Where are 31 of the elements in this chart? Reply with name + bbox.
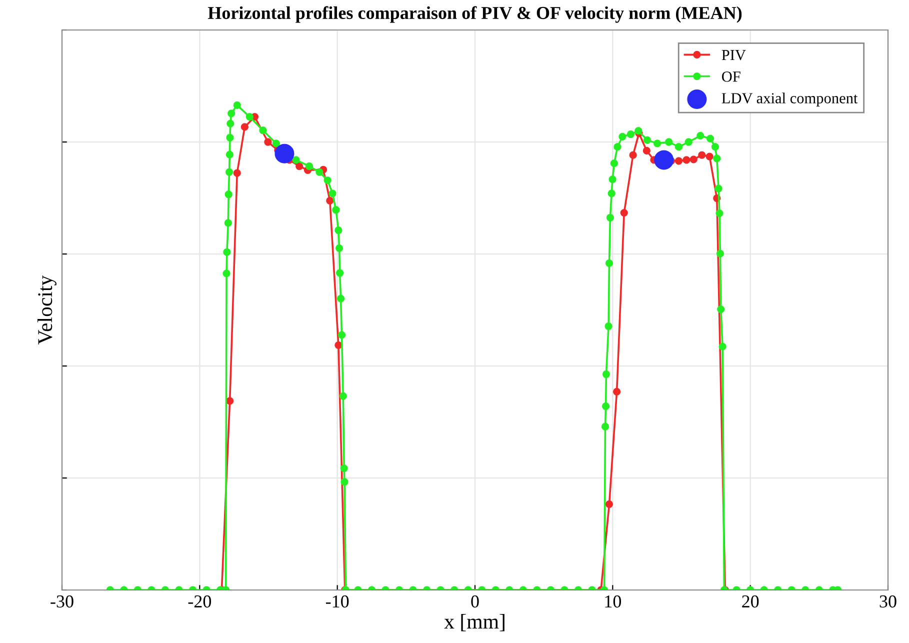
point bbox=[698, 151, 706, 159]
point bbox=[264, 138, 272, 146]
point bbox=[674, 157, 683, 165]
point bbox=[326, 196, 334, 204]
point bbox=[690, 156, 698, 164]
point bbox=[233, 169, 241, 177]
point bbox=[296, 162, 304, 170]
point bbox=[274, 144, 294, 164]
point bbox=[629, 151, 637, 159]
x-tick-label: 0 bbox=[471, 595, 479, 608]
y-axis-title: Velocity bbox=[37, 275, 56, 344]
x-axis-title: x [mm] bbox=[444, 614, 504, 632]
x-tick-label: 30 bbox=[880, 595, 896, 608]
x-tick-label: 20 bbox=[742, 595, 759, 608]
x-tick-label: -30 bbox=[50, 595, 74, 608]
x-tick-label: -10 bbox=[326, 595, 349, 608]
point bbox=[240, 123, 249, 131]
legend-label: LDV axial component bbox=[722, 92, 858, 106]
point bbox=[642, 146, 650, 155]
point bbox=[654, 150, 674, 170]
point bbox=[620, 208, 628, 217]
point bbox=[334, 341, 342, 349]
legend-label: OF bbox=[722, 72, 740, 82]
point bbox=[612, 388, 621, 396]
legend-label: PIV bbox=[722, 50, 746, 60]
point bbox=[706, 152, 714, 160]
point bbox=[682, 156, 690, 164]
point bbox=[605, 500, 614, 508]
x-tick-label: -20 bbox=[188, 595, 212, 608]
chart-title: Horizontal profiles comparaison of PIV & OF velocity norm (MEAN) bbox=[208, 6, 742, 23]
x-tick-label: 10 bbox=[605, 595, 622, 608]
